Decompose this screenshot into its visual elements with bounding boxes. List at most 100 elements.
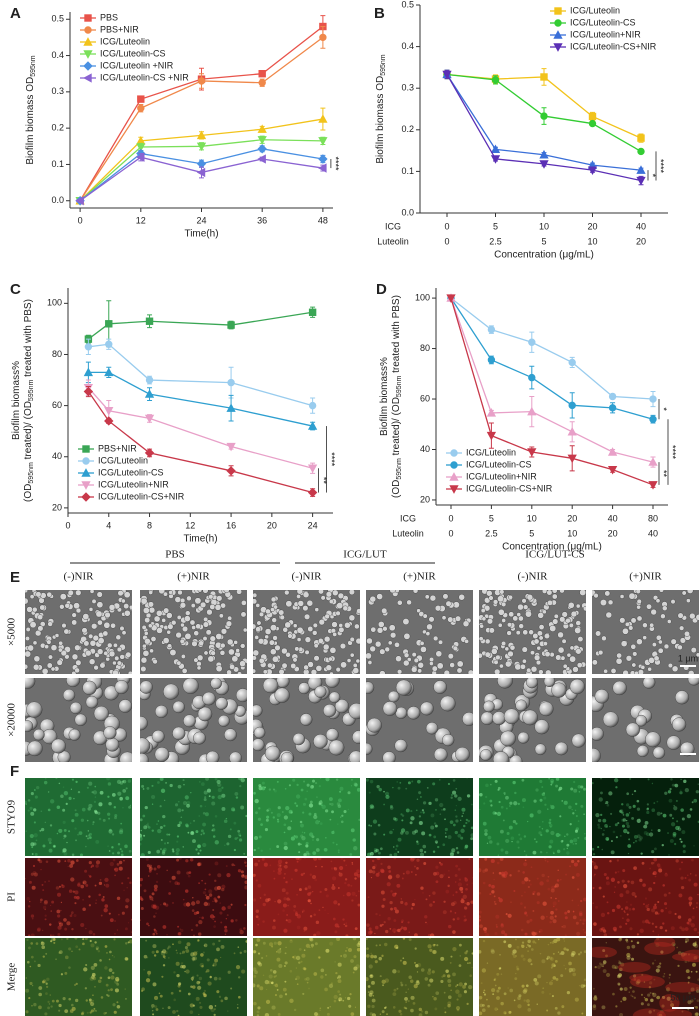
bacterium (323, 703, 337, 718)
marker (75, 196, 84, 206)
fluorescence-speck (122, 789, 127, 793)
fluorescence-speck (697, 783, 699, 785)
bacterium (307, 661, 314, 668)
fluorescence-speck (127, 779, 132, 783)
sem-image (25, 590, 132, 674)
fluorescence-speck (351, 863, 354, 865)
fluorescence-speck (51, 934, 55, 936)
fluorescence-speck (693, 798, 698, 803)
bacterium (642, 635, 647, 640)
fluorescence-speck (458, 878, 462, 881)
bacterium (216, 595, 223, 602)
fluorescence-speck (234, 864, 236, 866)
fluorescence-speck (88, 904, 91, 907)
fluorescence-speck (689, 808, 693, 811)
fluorescence-speck (177, 932, 181, 936)
fluorescence-speck (74, 809, 77, 812)
bacterium (429, 661, 434, 666)
bacterium (507, 622, 513, 628)
fluorescence-speck (71, 1003, 74, 1007)
fluorescence-speck (695, 970, 698, 973)
fluorescence-speck (208, 889, 213, 894)
fluorescence-speck (405, 870, 410, 875)
bacterium (71, 653, 79, 661)
fluorescence-speck (108, 817, 111, 820)
fluorescence-speck (192, 897, 194, 899)
fluorescence-speck (595, 905, 599, 909)
fluorescence-speck (159, 848, 162, 851)
fluorescence-speck (654, 847, 657, 851)
fluorescence-image (25, 778, 132, 856)
x-axis-label: Concentration (μg/mL) (502, 542, 602, 553)
fluorescence-speck (309, 800, 313, 804)
bacterium (46, 662, 53, 669)
fluorescence-speck (379, 914, 381, 916)
bacterium (93, 705, 109, 722)
fluorescence-speck (656, 995, 661, 1000)
bacterium (284, 590, 290, 596)
fluorescence-speck (358, 818, 360, 822)
bacterium (73, 602, 80, 610)
fluorescence-speck (153, 867, 157, 871)
fluorescence-speck (657, 900, 660, 904)
bacterium (384, 646, 390, 653)
fluorescence-speck (632, 907, 635, 911)
fluorescence-speck (117, 851, 120, 855)
fluorescence-speck (622, 917, 624, 919)
fluorescence-speck (162, 949, 167, 954)
fluorescence-speck (106, 952, 108, 954)
fluorescence-speck (656, 863, 661, 867)
fluorescence-speck (331, 830, 335, 835)
bacterium (264, 628, 272, 635)
fluorescence-speck (452, 823, 456, 827)
red-cluster (629, 973, 653, 982)
fluorescence-speck (375, 944, 378, 947)
bacterium (354, 623, 360, 630)
fluorescence-speck (71, 927, 74, 931)
bacterium (486, 590, 493, 597)
fluorescence-speck (480, 982, 483, 985)
bacterium (220, 628, 228, 635)
fluorescence-speck (592, 852, 596, 856)
fluorescence-speck (479, 1011, 483, 1016)
fluorescence-speck (178, 983, 181, 986)
fluorescence-speck (46, 977, 50, 982)
bacterium (646, 603, 652, 610)
fluorescence-speck (639, 836, 643, 840)
fluorescence-speck (668, 973, 671, 976)
fluorescence-speck (597, 825, 601, 829)
fluorescence-speck (166, 947, 170, 950)
fluorescence-speck (550, 805, 555, 810)
fluorescence-speck (452, 972, 456, 977)
fluorescence-speck (454, 874, 458, 877)
x-tick-label: 10 (527, 513, 537, 523)
fluorescence-speck (466, 901, 470, 906)
bacterium (530, 650, 535, 656)
fluorescence-speck (107, 795, 110, 798)
fluorescence-speck (402, 872, 405, 875)
fluorescence-speck (226, 842, 230, 846)
fluorescence-speck (160, 951, 166, 956)
bacterium (543, 678, 556, 688)
fluorescence-speck (212, 835, 216, 838)
fluorescence-speck (685, 969, 690, 974)
fluorescence-background (25, 778, 132, 856)
fluorescence-speck (309, 873, 313, 876)
fluorescence-speck (516, 967, 520, 971)
bacterium (143, 631, 149, 636)
fluorescence-speck (73, 913, 77, 918)
fluorescence-speck (39, 901, 42, 903)
bacterium (179, 638, 185, 644)
fluorescence-speck (271, 945, 274, 948)
fluorescence-speck (263, 893, 266, 897)
fluorescence-speck (337, 903, 341, 906)
bacterium (536, 645, 542, 651)
fluorescence-speck (71, 853, 75, 856)
fluorescence-speck (95, 902, 97, 905)
fluorescence-speck (329, 941, 334, 946)
fluorescence-speck (303, 853, 307, 856)
fluorescence-speck (279, 947, 282, 950)
fluorescence-speck (625, 819, 628, 822)
fluorescence-speck (232, 808, 236, 812)
marker (553, 43, 563, 52)
